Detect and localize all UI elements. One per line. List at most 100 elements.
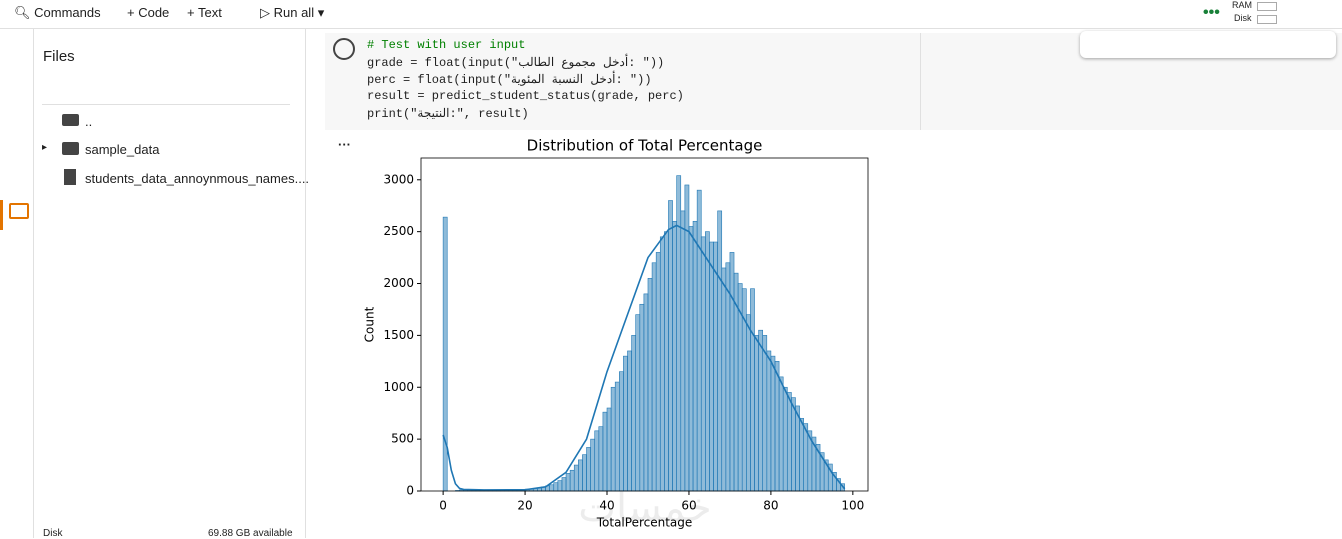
output-menu[interactable]: ··· xyxy=(338,137,351,152)
bar xyxy=(700,236,706,492)
bar xyxy=(602,411,608,492)
bar xyxy=(791,397,796,492)
bar xyxy=(619,371,624,492)
file-item[interactable]: students_data_annoynmous_names.... xyxy=(85,171,310,186)
ram-label: RAM xyxy=(1232,0,1252,10)
bar xyxy=(672,220,677,492)
bar xyxy=(549,484,555,492)
bar xyxy=(713,241,718,492)
bar xyxy=(643,293,649,492)
run-all-label: Run all xyxy=(273,5,315,20)
bar xyxy=(758,329,764,492)
bar xyxy=(442,216,448,492)
bar xyxy=(766,350,772,492)
kde-line xyxy=(442,224,846,491)
file-item[interactable]: .. xyxy=(85,114,93,129)
bar xyxy=(729,252,735,492)
y-tick-label: 2000 xyxy=(383,276,414,290)
disk-available: 69.88 GB available xyxy=(208,528,293,539)
y-tick-label: 1000 xyxy=(383,380,414,394)
add-text[interactable]: + Text xyxy=(187,5,222,20)
bar xyxy=(725,262,731,492)
code-line: result = predict_student_status(grade, p… xyxy=(367,89,684,103)
code-line: print("النتيجة:", result) xyxy=(367,107,529,121)
bar xyxy=(668,200,673,492)
chart: خمسات Distribution of Total Percentage Tot… xyxy=(363,137,869,531)
bar xyxy=(754,335,759,492)
disk-label: Disk xyxy=(1234,13,1252,23)
x-tick-label: 60 xyxy=(681,499,696,513)
bar xyxy=(647,278,653,492)
bar xyxy=(614,381,620,492)
sidebar-title: Files xyxy=(43,48,75,65)
run-button[interactable] xyxy=(333,38,355,60)
bar xyxy=(586,447,591,492)
x-tick-label: 80 xyxy=(763,499,778,513)
x-tick-label: 20 xyxy=(517,499,532,513)
code-line: perc = float(input("أدخل النسبة المئوية:… xyxy=(367,73,652,87)
expand-arrow[interactable]: ▸ xyxy=(42,142,48,153)
bar xyxy=(762,335,768,492)
code-line: grade = float(input("أدخل مجموع الطالب: … xyxy=(367,56,665,70)
bar xyxy=(717,210,723,492)
watermark: خمسات xyxy=(578,485,711,531)
plot-frame xyxy=(420,157,869,492)
bar xyxy=(696,189,702,492)
bar xyxy=(594,430,600,492)
x-tick-label: 40 xyxy=(599,499,614,513)
sidebar-border xyxy=(305,29,306,538)
bar xyxy=(750,288,755,492)
commands-button[interactable]: 🔍︎ Commands xyxy=(14,5,101,20)
bar xyxy=(680,210,686,492)
toolbar xyxy=(0,0,1342,29)
x-axis-label: TotalPercentage xyxy=(596,516,693,530)
disk-meter xyxy=(1257,15,1277,24)
bar xyxy=(778,376,784,492)
bar xyxy=(774,361,780,492)
bar xyxy=(590,438,596,492)
bar xyxy=(557,480,563,492)
bar xyxy=(651,262,657,492)
bar xyxy=(631,335,636,492)
x-tick-label: 0 xyxy=(439,499,447,513)
files-icon[interactable] xyxy=(9,203,29,219)
folder-icon xyxy=(62,142,79,155)
code-line: # Test with user input xyxy=(367,38,526,52)
bar xyxy=(659,236,665,492)
bar xyxy=(692,220,698,492)
bar xyxy=(561,477,567,492)
bar xyxy=(770,355,776,492)
bar xyxy=(782,386,788,492)
cell-toolbar xyxy=(1080,31,1336,58)
bar xyxy=(676,175,682,492)
bar xyxy=(627,350,632,492)
divider xyxy=(42,104,290,105)
y-tick-label: 0 xyxy=(406,484,414,498)
cell-divider xyxy=(920,33,921,130)
bar xyxy=(639,303,645,492)
bar xyxy=(610,386,616,492)
file-item[interactable]: sample_data xyxy=(85,142,160,157)
disk-footer-label: Disk xyxy=(43,528,63,539)
bar xyxy=(578,459,583,492)
bar xyxy=(573,464,579,492)
add-code[interactable]: + Code xyxy=(127,5,170,20)
y-tick-label: 3000 xyxy=(383,172,414,186)
bar xyxy=(582,454,587,492)
y-tick-label: 500 xyxy=(391,432,414,446)
bar xyxy=(655,252,661,492)
bar xyxy=(623,355,628,492)
folder-icon xyxy=(62,114,79,126)
run-all[interactable]: ▷ Run all ▾ xyxy=(260,5,325,20)
bar xyxy=(688,226,694,492)
activity-bar xyxy=(0,29,34,538)
bar xyxy=(606,407,612,492)
y-axis-label: Count xyxy=(363,306,377,342)
bar xyxy=(553,482,559,492)
bar xyxy=(746,314,751,492)
bar xyxy=(569,469,575,492)
commands-label: Commands xyxy=(34,5,101,20)
bar xyxy=(705,231,710,492)
bar xyxy=(664,231,669,492)
